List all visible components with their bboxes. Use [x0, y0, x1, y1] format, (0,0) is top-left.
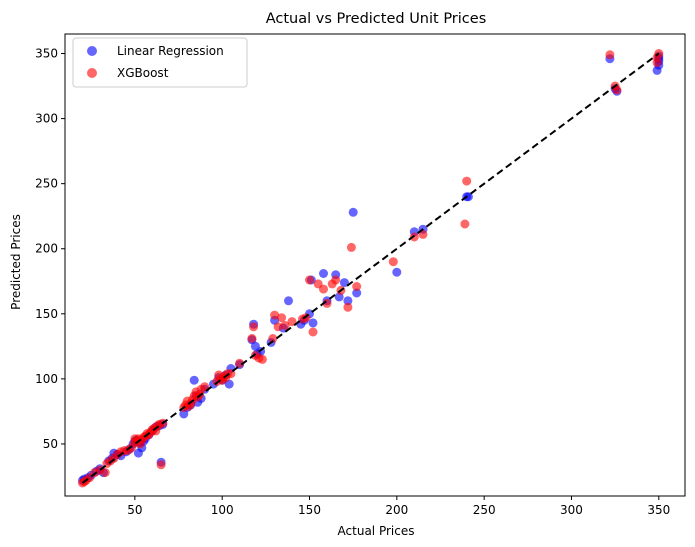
point-xgboost [319, 284, 328, 294]
point-linear-regression [343, 296, 353, 306]
y-axis-label: Predicted Prices [9, 214, 23, 310]
point-linear-regression [348, 207, 358, 217]
y-tick-label: 300 [35, 112, 58, 126]
x-tick-label: 50 [127, 503, 142, 517]
point-xgboost [409, 232, 419, 242]
point-xgboost [343, 302, 353, 312]
axis-ticks: 50 100 150 200 250 300 350 50 100 150 200 250 300 350 [35, 47, 670, 517]
y-tick-label: 350 [35, 47, 58, 61]
point-linear-regression [339, 278, 349, 288]
x-axis-label: Actual Prices [338, 524, 415, 538]
x-tick-label: 150 [298, 503, 321, 517]
point-xgboost [268, 334, 278, 343]
point-xgboost [305, 275, 314, 285]
point-xgboost [280, 321, 290, 330]
x-tick-label: 250 [473, 503, 496, 517]
point-xgboost [200, 382, 210, 392]
point-xgboost [352, 282, 362, 291]
legend-marker-xgboost [87, 68, 97, 78]
point-xgboost [612, 85, 622, 95]
point-xgboost [322, 298, 332, 308]
chart-title: Actual vs Predicted Unit Prices [266, 11, 487, 27]
point-linear-regression [319, 269, 328, 278]
x-tick-label: 200 [385, 503, 408, 517]
ideal-fit-line [81, 52, 660, 484]
plot-area [78, 49, 664, 488]
y-tick-label: 50 [43, 437, 58, 451]
legend-label-xgboost: XGBoost [117, 66, 169, 80]
point-xgboost [308, 327, 318, 337]
point-xgboost [331, 275, 341, 285]
legend-box [72, 37, 248, 88]
point-xgboost [605, 50, 615, 60]
point-linear-regression [463, 192, 473, 202]
point-xgboost [460, 219, 470, 229]
x-tick-label: 350 [647, 503, 670, 517]
point-xgboost [277, 313, 287, 323]
y-tick-label: 100 [35, 372, 58, 386]
y-tick-label: 150 [35, 307, 58, 321]
point-xgboost [257, 354, 267, 364]
legend-marker-linear-regression [87, 46, 97, 56]
point-xgboost [273, 322, 283, 332]
axes-frame [64, 33, 686, 497]
legend-label-linear-regression: Linear Regression [117, 44, 224, 58]
point-xgboost [235, 358, 245, 368]
point-xgboost [287, 317, 297, 327]
point-linear-regression [284, 296, 293, 306]
point-xgboost [156, 460, 166, 470]
y-tick-label: 200 [35, 242, 58, 256]
point-xgboost [462, 176, 472, 186]
point-xgboost [388, 257, 398, 267]
x-tick-label: 100 [211, 503, 234, 517]
x-tick-label: 300 [560, 503, 583, 517]
y-tick-label: 250 [35, 177, 58, 191]
point-linear-regression [189, 375, 199, 385]
point-xgboost [346, 242, 356, 252]
point-xgboost [247, 334, 257, 343]
point-xgboost [652, 52, 662, 62]
point-linear-regression [352, 288, 362, 298]
point-xgboost [100, 468, 110, 478]
point-linear-regression [308, 318, 318, 328]
legend: Linear Regression XGBoost [72, 37, 248, 88]
point-xgboost [249, 322, 259, 332]
point-linear-regression [392, 267, 402, 277]
point-xgboost [270, 310, 280, 320]
